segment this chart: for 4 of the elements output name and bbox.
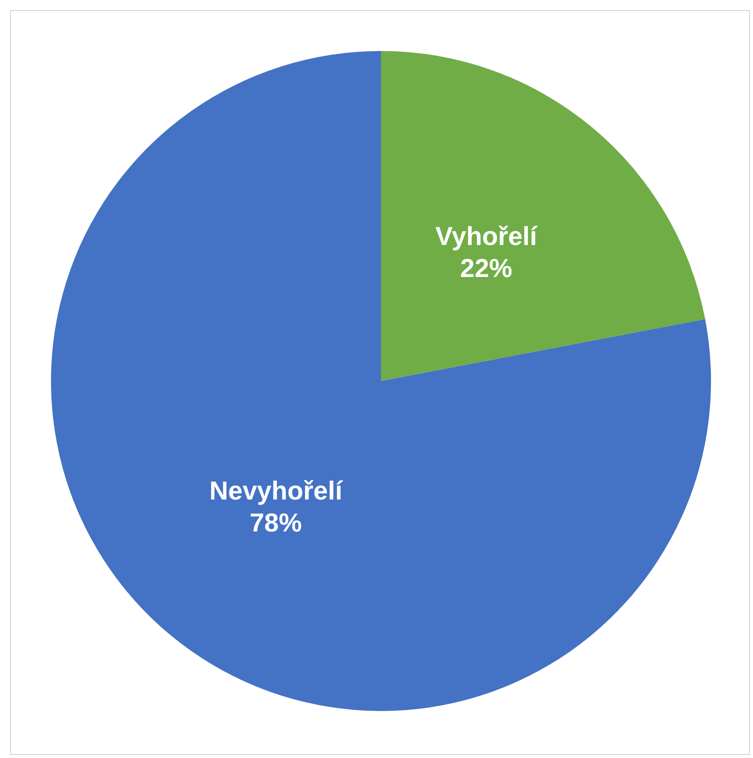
slice-label: Nevyhořelí [209, 475, 344, 506]
data-label: 78% [250, 507, 302, 538]
slice-label: Vyhořelí [435, 221, 538, 252]
data-label: 22% [460, 253, 512, 284]
